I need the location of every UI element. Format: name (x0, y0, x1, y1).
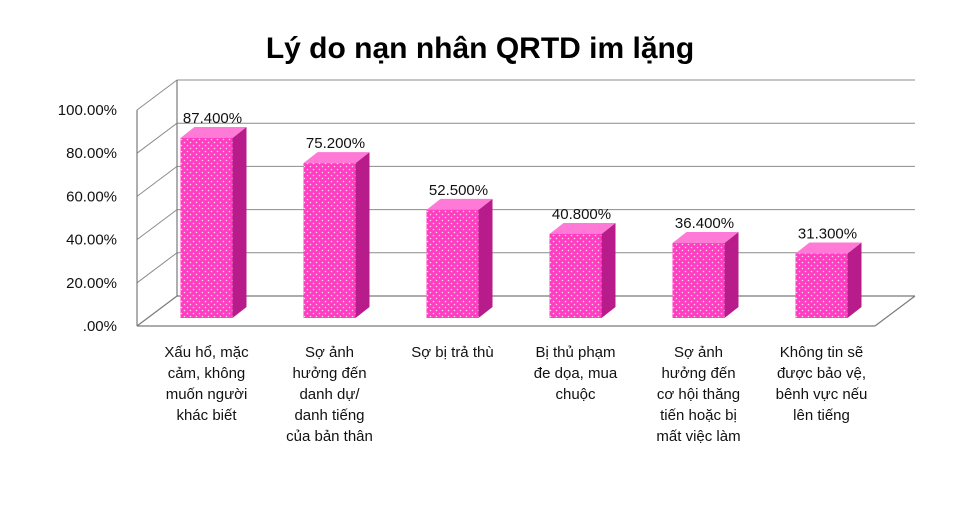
bar-side (601, 222, 616, 318)
bar-front (672, 243, 725, 318)
bar-side (232, 126, 247, 319)
data-label: 31.300% (798, 226, 857, 243)
bar (426, 198, 493, 318)
bar-top (672, 232, 739, 244)
bar-front (303, 163, 356, 318)
bar-side (355, 152, 370, 318)
bar-side (724, 232, 739, 318)
category-label: Bị thủ phạm đe dọa, mua chuộc (534, 344, 618, 403)
bars (180, 126, 862, 319)
bar-front (795, 253, 848, 318)
chart-title: Lý do nạn nhân QRTD im lặng (266, 32, 694, 65)
bar (180, 126, 247, 319)
y-tick-label: .00% (83, 318, 117, 335)
bar-top (303, 152, 370, 164)
y-tick-label: 80.00% (66, 145, 117, 162)
bar (303, 152, 370, 318)
data-labels: 87.400% 75.200% 52.500% 40.800% 36.400% 31.30… (183, 110, 857, 243)
gridline-side (136, 295, 178, 327)
bar-front (426, 209, 479, 318)
bar-front (549, 233, 602, 318)
category-label: Sợ ảnh hưởng đến cơ hội thăng tiến hoặc bị m… (656, 344, 740, 445)
bar-side (847, 242, 862, 318)
y-tick-label: 20.00% (66, 275, 117, 292)
bar (795, 242, 862, 318)
category-label: Xấu hổ, mặc cảm, không muốn người khác biết (164, 344, 249, 424)
bar-top (549, 222, 616, 234)
gridline-side (136, 79, 178, 111)
data-label: 87.400% (183, 110, 242, 127)
bar (549, 222, 616, 318)
gridline-side (136, 122, 178, 154)
data-label: 40.800% (552, 206, 611, 223)
category-label: Sợ bị trả thù (411, 344, 493, 361)
data-label: 75.200% (306, 135, 365, 152)
category-labels: Xấu hổ, mặc cảm, không muốn người khác biết… (164, 344, 867, 445)
gridline-side (136, 209, 178, 241)
category-label: Không tin sẽ được bảo vệ, bênh vực nếu lên … (776, 344, 868, 424)
bar-top (795, 242, 862, 254)
floor-right-edge (874, 295, 916, 327)
gridline-side (136, 252, 178, 284)
y-tick-label: 40.00% (66, 232, 117, 249)
data-label: 36.400% (675, 215, 734, 232)
category-label: Sợ ảnh hưởng đến danh dự/danh tiếng của bản… (286, 344, 373, 445)
bar (672, 232, 739, 318)
gridline-side (136, 165, 178, 197)
bar-front (180, 137, 233, 318)
data-label: 52.500% (429, 182, 488, 199)
y-axis-ticks: .00% 20.00% 40.00% 60.00% 80.00% 100.00% (58, 102, 117, 335)
y-tick-label: 100.00% (58, 102, 117, 119)
bar-top (426, 198, 493, 210)
bar-side (478, 198, 493, 318)
bar-top (180, 126, 247, 138)
y-tick-label: 60.00% (66, 188, 117, 205)
gridlines (136, 79, 916, 327)
